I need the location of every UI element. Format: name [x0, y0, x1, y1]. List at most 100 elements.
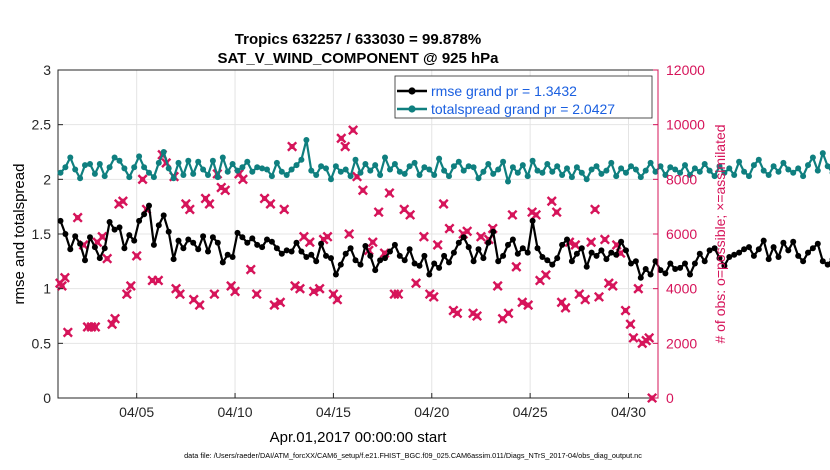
rmse-point	[96, 255, 103, 262]
totalspread-point	[647, 159, 654, 166]
obs-count-dot	[346, 231, 352, 237]
totalspread-point	[667, 164, 674, 171]
legend-spread-label: totalspread grand pr = 2.0427	[431, 101, 615, 117]
rmse-point	[770, 244, 777, 251]
totalspread-point	[190, 170, 197, 177]
rmse-point	[623, 247, 629, 254]
obs-count-dot	[381, 250, 388, 256]
rmse-line	[59, 204, 830, 279]
totalspread-point	[239, 164, 246, 171]
obs-count-dot	[311, 288, 317, 294]
obs-count-dot	[627, 321, 634, 327]
rmse-point	[106, 219, 113, 225]
obs-count-dot	[431, 294, 437, 300]
obs-count-dot	[104, 256, 110, 262]
rmse-point	[131, 237, 138, 244]
rmse-point	[175, 237, 182, 244]
x-tick-label: 04/10	[218, 404, 253, 420]
totalspread-point	[755, 156, 762, 163]
totalspread-point	[377, 172, 384, 178]
rmse-point	[150, 241, 157, 248]
legend-rmse-label: rmse grand pr = 1.3432	[431, 83, 577, 99]
totalspread-point	[303, 137, 310, 143]
rmse-point	[259, 244, 266, 251]
totalspread-point	[126, 174, 133, 181]
totalspread-point	[731, 172, 738, 178]
totalspread-point	[677, 169, 684, 176]
obs-count-dot	[277, 299, 283, 305]
totalspread-point	[391, 161, 398, 167]
obs-count-dot	[549, 198, 555, 204]
obs-count-dot	[289, 143, 295, 150]
rmse-point	[229, 254, 236, 260]
rmse-point	[387, 248, 393, 255]
rmse-point	[662, 270, 669, 277]
rmse-point	[72, 233, 79, 240]
totalspread-point	[814, 167, 821, 174]
rmse-point	[455, 239, 462, 246]
rmse-point	[391, 241, 398, 248]
y-right-tick-label: 10000	[666, 117, 705, 133]
totalspread-point	[62, 164, 69, 171]
totalspread-point	[623, 169, 629, 176]
rmse-point	[450, 249, 457, 256]
rmse-point	[677, 264, 684, 271]
y-tick-label: 1.5	[32, 226, 52, 242]
obs-count-dot	[562, 305, 569, 311]
totalspread-point	[824, 163, 830, 170]
totalspread-point	[82, 162, 88, 169]
rmse-point	[308, 251, 315, 258]
totalspread-point	[529, 157, 536, 164]
rmse-point	[691, 260, 698, 267]
obs-count-dot	[519, 299, 525, 305]
rmse-point	[598, 247, 605, 254]
obs-count-dot	[649, 395, 655, 401]
totalspread-point	[441, 167, 448, 174]
totalspread-point	[706, 167, 713, 174]
rmse-point	[603, 256, 610, 263]
obs-count-dot	[543, 272, 549, 278]
totalspread-point	[790, 169, 797, 176]
obs-count-dot	[505, 310, 512, 316]
totalspread-point	[77, 175, 84, 182]
totalspread-point	[760, 167, 767, 174]
rmse-point	[824, 261, 830, 268]
rmse-point	[529, 217, 536, 224]
rmse-point	[170, 256, 177, 263]
obs-count-dot	[421, 234, 427, 240]
x-tick-label: 04/05	[119, 404, 154, 420]
totalspread-point	[146, 169, 152, 176]
rmse-point	[608, 249, 615, 256]
rmse-point	[805, 249, 811, 256]
rmse-point	[652, 258, 659, 265]
totalspread-point	[568, 174, 575, 181]
totalspread-point	[357, 169, 364, 176]
rmse-point	[760, 237, 767, 244]
totalspread-point	[337, 168, 344, 175]
totalspread-point	[180, 172, 187, 178]
totalspread-point	[509, 164, 516, 171]
totalspread-point	[514, 169, 521, 176]
rmse-point	[195, 246, 202, 253]
grid-lines	[58, 70, 658, 398]
rmse-point	[534, 245, 541, 252]
rmse-point	[800, 258, 807, 265]
totalspread-point	[662, 172, 669, 178]
obs-count-dot	[376, 209, 382, 215]
obs-count-dot	[537, 277, 543, 284]
rmse-point	[514, 250, 521, 257]
totalspread-point	[264, 166, 270, 173]
totalspread-point	[372, 162, 379, 169]
obs-count-dot	[464, 228, 470, 234]
obs-count-dot	[134, 253, 140, 259]
totalspread-point	[564, 165, 570, 172]
rmse-point	[342, 250, 349, 257]
rmse-point	[500, 252, 507, 259]
rmse-point	[200, 233, 207, 240]
totalspread-point	[480, 168, 487, 175]
rmse-point	[780, 239, 787, 246]
totalspread-point	[96, 161, 103, 167]
totalspread-point	[57, 169, 64, 176]
rmse-point	[731, 251, 738, 258]
